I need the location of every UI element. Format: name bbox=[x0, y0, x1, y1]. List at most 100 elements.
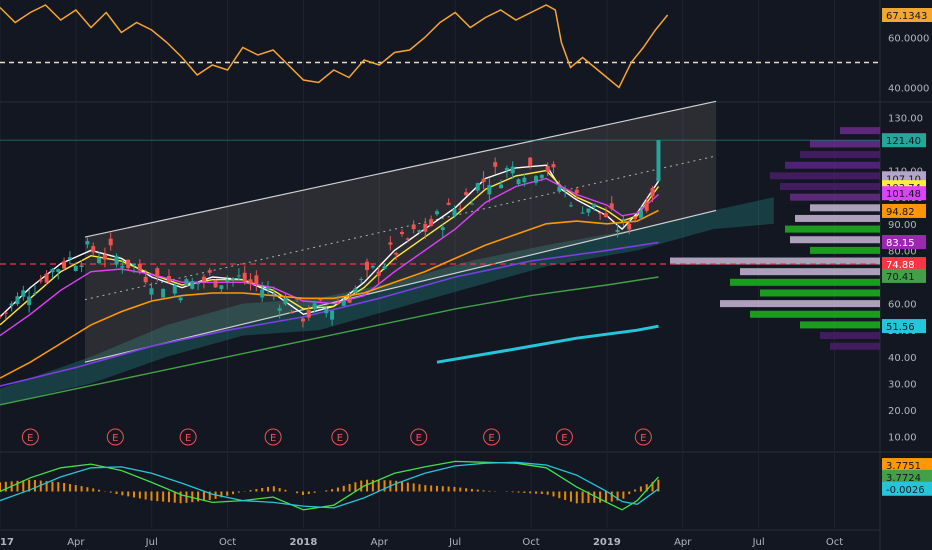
candle-body bbox=[417, 230, 422, 233]
macd-histogram-bar bbox=[569, 491, 572, 502]
macd-histogram-bar bbox=[121, 491, 124, 496]
macd-histogram-bar bbox=[92, 488, 95, 492]
candle-body bbox=[615, 229, 620, 233]
macd-histogram-bar bbox=[406, 482, 409, 492]
candle-body bbox=[196, 282, 201, 285]
macd-badge-value: 3.7724 bbox=[886, 473, 921, 484]
candle-body bbox=[568, 205, 573, 207]
volume-profile-bar bbox=[800, 151, 880, 159]
candle-body bbox=[312, 303, 317, 310]
candle-body bbox=[38, 280, 43, 282]
macd-histogram-bar bbox=[517, 491, 520, 493]
macd-histogram-bar bbox=[133, 491, 136, 498]
macd-histogram-bar bbox=[523, 491, 526, 493]
price-badge-value: 83.15 bbox=[886, 238, 915, 249]
volume-profile-bar bbox=[800, 321, 880, 329]
candle-body bbox=[97, 258, 102, 264]
candle-body bbox=[50, 269, 55, 273]
macd-histogram-bar bbox=[267, 486, 270, 492]
candle-body bbox=[557, 186, 562, 192]
macd-histogram-bar bbox=[208, 491, 211, 501]
price-axis-label: 40.00 bbox=[888, 353, 917, 364]
time-axis-label: Apr bbox=[67, 537, 85, 548]
candle-body bbox=[452, 209, 457, 216]
price-badge-value: 74.88 bbox=[886, 260, 915, 271]
macd-histogram-bar bbox=[581, 491, 584, 504]
candle-body bbox=[143, 276, 148, 283]
macd-histogram-bar bbox=[80, 486, 83, 492]
volume-profile-bar bbox=[750, 310, 880, 318]
candle-body bbox=[9, 303, 14, 306]
volume-profile-bar bbox=[820, 332, 880, 340]
macd-histogram-bar bbox=[593, 491, 596, 503]
macd-histogram-bar bbox=[657, 479, 660, 492]
candle-body bbox=[510, 166, 515, 174]
earnings-marker-icon bbox=[179, 428, 197, 446]
candle-body bbox=[370, 265, 375, 268]
rsi-pane[interactable] bbox=[0, 4, 880, 89]
earnings-marker-label: E bbox=[337, 433, 343, 444]
candle-body bbox=[207, 270, 212, 273]
price-badge-value: 51.56 bbox=[886, 322, 915, 333]
volume-profile-bar bbox=[720, 300, 880, 308]
macd-histogram-bar bbox=[45, 481, 48, 492]
macd-histogram-bar bbox=[39, 480, 42, 492]
time-axis-label: Apr bbox=[371, 537, 389, 548]
macd-histogram-bar bbox=[348, 484, 351, 492]
earnings-marker-icon bbox=[264, 428, 282, 446]
moving-average-line bbox=[436, 324, 659, 364]
earnings-marker-icon bbox=[331, 428, 349, 446]
moving-average-line bbox=[0, 209, 659, 379]
price-axis[interactable]: 60.000040.000067.1343130.00110.00100.009… bbox=[882, 8, 932, 496]
macd-histogram-bar bbox=[156, 491, 159, 502]
macd-histogram-bar bbox=[336, 487, 339, 492]
earnings-marker-label: E bbox=[416, 433, 422, 444]
macd-histogram-bar bbox=[476, 489, 479, 492]
rsi-current-badge bbox=[882, 8, 932, 22]
macd-histogram-bar bbox=[604, 491, 607, 503]
macd-histogram-bar bbox=[272, 486, 275, 492]
candle-body bbox=[504, 167, 509, 171]
earnings-marker-label: E bbox=[561, 433, 567, 444]
macd-histogram-bar bbox=[301, 491, 304, 496]
candle-body bbox=[102, 254, 107, 260]
candle-body bbox=[411, 224, 416, 230]
candle-body bbox=[394, 252, 399, 255]
macd-histogram-bar bbox=[138, 491, 141, 499]
macd-histogram-bar bbox=[191, 491, 194, 503]
macd-histogram-bar bbox=[447, 486, 450, 492]
candle-body bbox=[633, 216, 638, 220]
candle-body bbox=[172, 285, 177, 294]
time-axis[interactable]: 2017 Apr Jul Oct 2018 Apr Jul Oct 2019 Apr Jul Oct bbox=[0, 537, 843, 548]
macd-histogram-bar bbox=[470, 488, 473, 492]
volume-profile-bar bbox=[760, 289, 880, 297]
candle-body bbox=[236, 275, 241, 277]
macd-histogram-bar bbox=[22, 480, 25, 492]
candle-body bbox=[522, 177, 527, 183]
time-axis-label: 2017 bbox=[0, 537, 14, 548]
macd-histogram-bar bbox=[220, 491, 223, 498]
macd-line bbox=[0, 460, 659, 511]
macd-badge-value: 3.7751 bbox=[886, 461, 921, 472]
volume-profile-bar bbox=[790, 193, 880, 201]
macd-histogram-bar bbox=[237, 491, 240, 493]
macd-histogram-bar bbox=[482, 490, 485, 492]
volume-profile-bar bbox=[670, 257, 880, 265]
candle-body bbox=[516, 179, 521, 185]
volume-profile-bar bbox=[790, 236, 880, 244]
earnings-marker-icon bbox=[21, 428, 39, 446]
time-axis-label: Apr bbox=[674, 537, 692, 548]
candle-body bbox=[32, 293, 37, 295]
price-badge bbox=[882, 257, 926, 272]
volume-profile-bar bbox=[810, 204, 880, 212]
macd-histogram-bar bbox=[179, 491, 182, 504]
candle-body bbox=[347, 298, 352, 303]
macd-histogram-bar bbox=[296, 491, 299, 494]
macd-histogram-bar bbox=[342, 485, 345, 492]
macd-histogram-bar bbox=[401, 481, 404, 492]
macd-histogram-bar bbox=[33, 480, 36, 492]
candle-body bbox=[440, 227, 445, 231]
macd-pane[interactable] bbox=[0, 460, 660, 511]
